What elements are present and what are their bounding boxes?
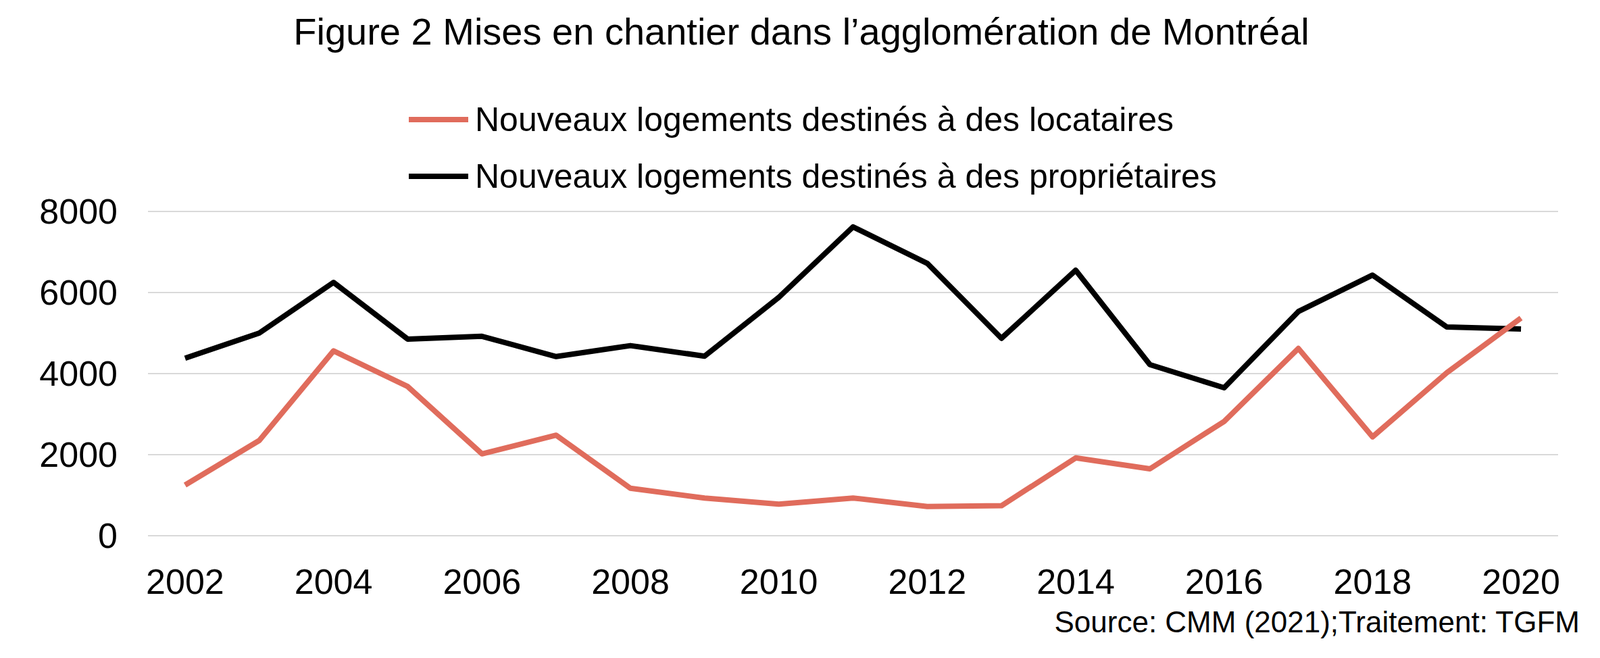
legend-swatch bbox=[408, 116, 469, 123]
x-tick-label: 2012 bbox=[887, 562, 967, 602]
series-line bbox=[185, 318, 1521, 507]
chart-container: Figure 2 Mises en chantier dans l’agglom… bbox=[0, 0, 1600, 658]
x-tick-label: 2002 bbox=[145, 562, 225, 602]
x-tick-label: 2020 bbox=[1481, 562, 1561, 602]
x-tick-label: 2016 bbox=[1185, 562, 1264, 602]
x-tick-label: 2008 bbox=[591, 562, 670, 602]
y-tick-label: 6000 bbox=[39, 272, 118, 313]
y-tick-label: 0 bbox=[97, 516, 118, 556]
y-tick-label: 4000 bbox=[39, 354, 118, 394]
series-line bbox=[185, 227, 1521, 388]
grid-line bbox=[147, 210, 1559, 213]
chart-svg: Figure 2 Mises en chantier dans l’agglom… bbox=[0, 0, 1600, 658]
source-note: Source: CMM (2021);Traitement: TGFM bbox=[1054, 605, 1580, 639]
grid-line bbox=[147, 372, 1559, 375]
x-axis: 2002 2004 2006 2008 2010 2012 2014 2016 2018 2020 bbox=[145, 535, 1561, 602]
y-axis: 0 2000 4000 6000 8000 bbox=[39, 191, 1559, 556]
y-tick-label: 2000 bbox=[39, 435, 118, 475]
x-tick-label: 2006 bbox=[442, 562, 521, 602]
x-axis-line bbox=[147, 535, 1559, 537]
plot-area bbox=[185, 227, 1521, 507]
legend-label: Nouveaux logements destinés à des propri… bbox=[475, 157, 1217, 196]
x-tick-label: 2014 bbox=[1036, 562, 1115, 602]
grid-line bbox=[147, 535, 1559, 537]
y-tick-label: 8000 bbox=[39, 191, 118, 232]
x-tick-label: 2004 bbox=[294, 562, 373, 602]
legend-swatch bbox=[408, 173, 469, 180]
x-tick-label: 2018 bbox=[1333, 562, 1413, 602]
grid-line bbox=[147, 291, 1559, 294]
legend: Nouveaux logements destinés à des locata… bbox=[408, 100, 1217, 196]
legend-label: Nouveaux logements destinés à des locata… bbox=[475, 100, 1174, 139]
grid-line bbox=[147, 454, 1559, 456]
x-tick-label: 2010 bbox=[739, 562, 819, 602]
chart-title: Figure 2 Mises en chantier dans l’agglom… bbox=[293, 10, 1309, 53]
